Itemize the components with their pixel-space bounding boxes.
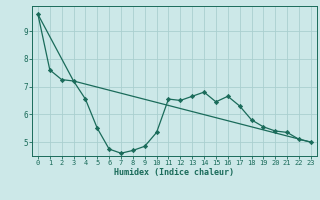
X-axis label: Humidex (Indice chaleur): Humidex (Indice chaleur) <box>115 168 234 177</box>
